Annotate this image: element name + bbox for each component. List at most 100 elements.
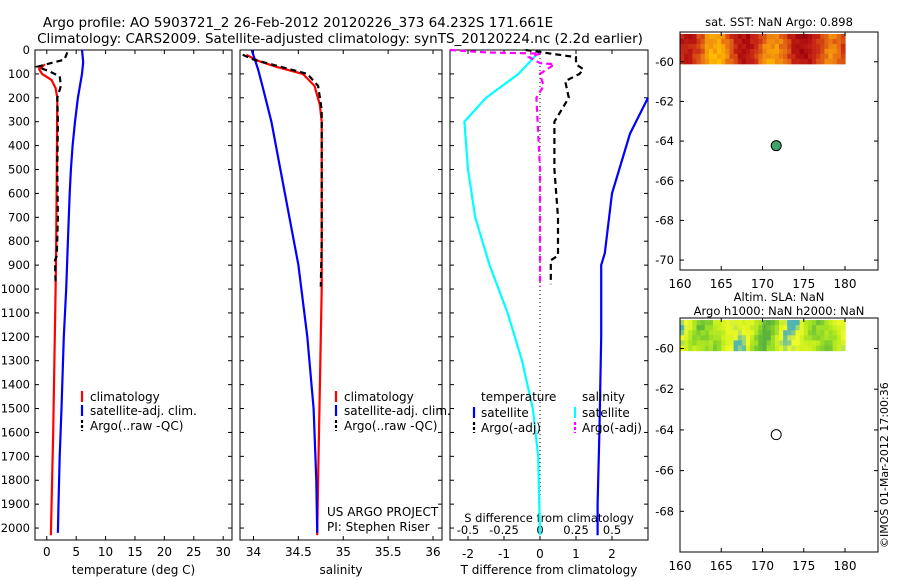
heatmap-cell [824,340,830,347]
x-tick-label: 5 [72,545,80,559]
heatmap-cell [746,53,751,60]
heatmap-cell [840,48,846,55]
heatmap-cell [762,335,768,341]
heatmap-cell [832,33,838,40]
heatmap-cell [779,340,784,347]
x-tick-label-salinity: -0.25 [489,523,519,537]
heatmap-cell [787,325,792,331]
heatmap-cell [729,58,735,65]
heatmap-cell [688,38,693,45]
heatmap-cell [717,53,722,60]
heatmap-cell [741,33,747,40]
heatmap-cell [812,330,817,336]
heatmap-cell [799,325,805,331]
x-axis-label-salinity: S difference from climatology [464,511,634,525]
heatmap-cell [791,320,797,326]
heatmap-cell [783,48,788,55]
heatmap-cell [766,340,772,347]
heatmap-cell [700,33,706,40]
heatmap-cell [708,48,714,55]
heatmap-cell [816,48,821,55]
heatmap-cell [733,58,739,65]
heatmap-cell [758,48,764,55]
heatmap-cell [680,335,685,341]
heatmap-cell [725,38,731,45]
heatmap-cell [737,33,743,40]
heatmap-cell [807,33,813,40]
x-tick-label: 180 [834,277,857,291]
heatmap-cell [799,345,805,352]
heatmap-cell [783,58,788,65]
legend-label: satellite [582,406,630,420]
heatmap-cell [803,345,809,352]
heatmap-cell [762,320,768,326]
argo-position-marker [770,429,782,441]
heatmap-cell [737,340,743,347]
heatmap-cell [741,330,747,336]
heatmap-cell [791,325,797,331]
heatmap-cell [816,325,821,331]
heatmap-cell [688,48,693,55]
series-line [449,48,558,287]
heatmap-cell [704,43,710,50]
heatmap-cell [754,33,759,40]
heatmap-cell [696,48,702,55]
heatmap-cell [791,340,797,347]
heatmap-cell [733,330,739,336]
heatmap-cell [750,345,755,352]
heatmap-cell [729,33,735,40]
y-tick-label: 300 [8,115,30,129]
heatmap-cell [729,38,735,45]
heatmap-cell [721,345,726,352]
series-line [596,97,649,536]
heatmap-cell [774,48,780,55]
heatmap-cell [828,58,834,65]
heatmap-cell [746,33,751,40]
heatmap-cell [708,38,714,45]
heatmap-cell [795,38,801,45]
heatmap-cell [733,335,739,341]
series-line [56,49,85,533]
heatmap-cell [713,33,718,40]
x-tick-label: 170 [751,277,774,291]
x-tick-label: 35 [336,545,351,559]
heatmap-cell [762,340,768,347]
heatmap-cell [770,38,776,45]
heatmap-cell [799,53,805,60]
heatmap-cell [684,48,689,55]
heatmap-cell [737,320,743,326]
heatmap-cell [754,43,759,50]
heatmap-cell [754,320,759,326]
heatmap-cell [774,325,780,331]
heatmap-cell [787,43,792,50]
heatmap-cell [754,340,759,347]
x-tick-label-salinity: 0.25 [563,523,589,537]
heatmap-cell [733,53,739,60]
x-tick-label: 0 [43,545,51,559]
heatmap-cell [741,43,747,50]
heatmap-cell [750,335,755,341]
y-tick-label: -62 [655,382,674,396]
heatmap-cell [828,335,834,341]
heatmap-cell [754,325,759,331]
heatmap-cell [737,38,743,45]
y-tick-label: -68 [655,213,674,227]
heatmap-cell [696,340,702,347]
heatmap-cell [692,58,698,65]
heatmap-cell [828,320,834,326]
heatmap-cell [812,320,817,326]
heatmap-cell [762,325,768,331]
heatmap-cell [708,33,714,40]
heatmap-cell [700,48,706,55]
heatmap-cell [692,38,698,45]
heatmap-cell [713,58,718,65]
heatmap-cell [812,345,817,352]
heatmap-cell [746,325,751,331]
x-axis-label: T difference from climatology [460,563,638,577]
heatmap-cell [692,330,698,336]
heatmap-cell [791,330,797,336]
heatmap-cell [696,58,702,65]
figure-title: Argo profile: AO 5903721_2 26-Feb-2012 2… [43,15,553,31]
heatmap-cell [741,335,747,341]
x-tick-label: 160 [669,277,692,291]
